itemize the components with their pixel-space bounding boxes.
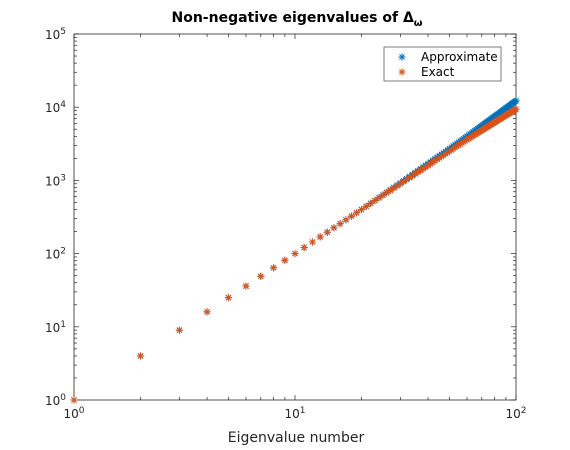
data-point xyxy=(362,202,370,211)
data-point xyxy=(330,224,338,232)
data-point xyxy=(281,256,289,264)
legend-label-approximate: Approximate xyxy=(421,50,498,64)
x-tick-label: 101 xyxy=(284,406,305,421)
legend-marker xyxy=(398,53,406,61)
data-point xyxy=(175,326,184,334)
legend-marker-approximate xyxy=(398,53,406,61)
data-point xyxy=(512,105,520,113)
chart-title-symbol: Δ xyxy=(403,10,414,26)
data-point xyxy=(375,194,383,202)
legend: Approximate Exact xyxy=(383,46,502,82)
data-point xyxy=(379,191,387,199)
data-point xyxy=(70,396,78,404)
data-point xyxy=(224,294,233,302)
data-point xyxy=(353,209,361,217)
data-marks xyxy=(70,97,520,404)
data-point xyxy=(291,250,299,258)
chart-title-subscript: ω xyxy=(414,18,423,29)
legend-box xyxy=(383,46,502,82)
data-point xyxy=(431,157,439,165)
data-point xyxy=(308,238,317,246)
chart-title: Non-negative eigenvalues of Δω xyxy=(172,10,423,29)
y-tick-label: 103 xyxy=(45,173,66,188)
axis-ticks xyxy=(73,33,517,401)
x-axis-title: Eigenvalue number xyxy=(228,430,365,446)
data-point xyxy=(512,97,520,105)
data-point xyxy=(357,205,366,214)
y-tick-label: 104 xyxy=(45,100,66,115)
data-point xyxy=(316,233,324,241)
data-point xyxy=(342,216,350,224)
y-tick-label: 102 xyxy=(45,247,66,262)
x-tick-label: 100 xyxy=(63,406,84,421)
data-point xyxy=(347,212,356,220)
tick-labels: 100 101 102 100 101 102 103 104 105 xyxy=(45,27,527,421)
series-exact xyxy=(70,105,520,404)
y-tick-label: 105 xyxy=(45,27,66,42)
data-point xyxy=(336,220,344,228)
data-point xyxy=(257,272,265,280)
y-tick-label: 100 xyxy=(45,393,66,408)
data-point xyxy=(136,352,145,360)
data-point xyxy=(300,243,308,252)
legend-marker-exact xyxy=(398,68,406,76)
data-point xyxy=(414,168,422,176)
data-point xyxy=(269,264,278,272)
data-point xyxy=(371,197,379,205)
data-point xyxy=(393,182,401,190)
data-point xyxy=(203,308,211,316)
data-point xyxy=(242,282,250,290)
plot-area xyxy=(73,33,517,401)
legend-label-exact: Exact xyxy=(421,65,455,79)
data-point xyxy=(367,199,375,208)
data-point xyxy=(323,228,331,236)
data-point xyxy=(383,189,391,197)
y-tick-label: 101 xyxy=(45,320,66,335)
x-tick-label: 102 xyxy=(505,406,526,421)
chart-title-text: Non-negative eigenvalues of xyxy=(172,10,403,26)
legend-marker xyxy=(398,68,406,76)
